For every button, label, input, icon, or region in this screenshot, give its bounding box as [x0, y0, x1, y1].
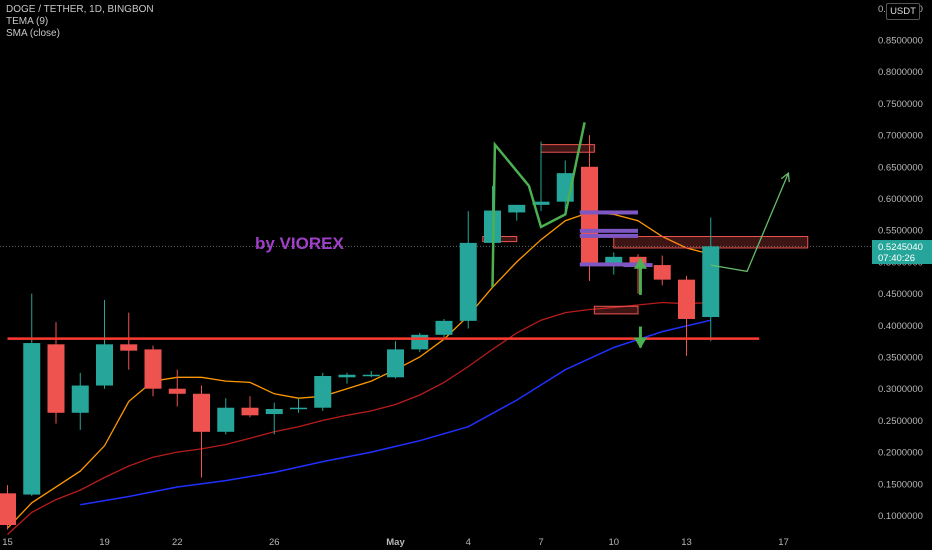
candle-down [47, 344, 65, 413]
y-tick-label: 0.7500000 [878, 99, 923, 110]
symbol-title[interactable]: DOGE / TETHER, 1D, BINGBON [6, 4, 154, 15]
y-tick-label: 0.2500000 [878, 416, 923, 427]
projection-arrowhead [780, 171, 790, 183]
chart-legend: DOGE / TETHER, 1D, BINGBON TEMA (9) SMA … [6, 4, 154, 40]
candle-up [435, 320, 453, 335]
candle-up [532, 201, 550, 205]
candle-up [96, 344, 113, 386]
y-tick-label: 0.8000000 [878, 67, 923, 78]
x-tick-label: 17 [778, 537, 789, 548]
candle-up [605, 256, 623, 266]
candle-up [387, 349, 404, 378]
candle-down [144, 349, 162, 389]
current-price-tag-bg [872, 240, 932, 264]
x-tick-label: 15 [2, 537, 13, 548]
x-tick-label: 22 [172, 537, 183, 548]
zigzag-path [491, 122, 586, 288]
x-tick-label: May [386, 537, 405, 548]
candle-up [338, 374, 356, 378]
current-price-value: 0.5245040 [878, 242, 923, 253]
candle-up [362, 374, 380, 377]
projection-path [710, 172, 789, 273]
y-tick-label: 0.2000000 [878, 448, 923, 459]
y-tick-label: 0.1500000 [878, 479, 923, 490]
purple-level [579, 228, 638, 233]
candle-up [314, 376, 332, 408]
y-tick-label: 0.7000000 [878, 131, 923, 142]
currency-button[interactable]: USDT [886, 3, 920, 20]
y-tick-label: 0.3000000 [878, 384, 923, 395]
y-tick-label: 0.6500000 [878, 162, 923, 173]
tema-indicator-label[interactable]: TEMA (9) [6, 16, 49, 27]
x-tick-label: 10 [608, 537, 619, 548]
candle-down [678, 279, 695, 319]
candle-up [23, 343, 41, 495]
candle-down [120, 344, 138, 351]
candle-down [581, 166, 598, 266]
watermark-text: by VIOREX [255, 234, 344, 253]
y-tick-label: 0.3500000 [878, 353, 923, 364]
candle-up [508, 204, 526, 213]
candle-down [241, 407, 259, 416]
candle-up [290, 407, 307, 410]
x-tick-label: 26 [269, 537, 280, 548]
x-tick-label: 13 [681, 537, 692, 548]
y-tick-label: 0.4500000 [878, 289, 923, 300]
current-price-countdown: 07:40:26 [878, 253, 915, 264]
purple-level [579, 262, 638, 267]
candle-up [459, 242, 477, 321]
sma-red-line [7, 301, 711, 535]
arrowhead-icon [633, 337, 647, 349]
candle-down [193, 393, 210, 432]
candle-down [168, 388, 186, 394]
x-tick-label: 19 [99, 537, 110, 548]
candle-up [71, 385, 89, 413]
y-tick-label: 0.1000000 [878, 511, 923, 522]
current-price-tag: 0.5245040 07:40:26 [872, 240, 932, 264]
candle-up [411, 334, 429, 350]
sma-blue-line [80, 319, 711, 506]
time-axis[interactable]: 15 19 22 26 May 4 7 10 13 17 [2, 537, 789, 548]
arrowhead-icon [633, 257, 647, 269]
y-tick-label: 0.5500000 [878, 226, 923, 237]
candle-up [265, 408, 283, 415]
drawings [7, 122, 790, 349]
y-tick-label: 0.6000000 [878, 194, 923, 205]
candles [0, 135, 720, 530]
candle-down [629, 256, 647, 266]
candle-up [702, 246, 720, 318]
supply-zone [540, 144, 595, 153]
y-tick-label: 0.8500000 [878, 36, 923, 47]
candle-up [217, 407, 235, 432]
candle-down [0, 493, 16, 526]
supply-zone [593, 305, 639, 315]
purple-level [579, 210, 638, 215]
drawing-zones [482, 144, 809, 315]
x-tick-label: 4 [466, 537, 471, 548]
sma-indicator-label[interactable]: SMA (close) [6, 28, 60, 39]
candle-down [653, 265, 671, 280]
x-tick-label: 7 [538, 537, 543, 548]
purple-level [579, 233, 638, 238]
y-tick-label: 0.4000000 [878, 321, 923, 332]
